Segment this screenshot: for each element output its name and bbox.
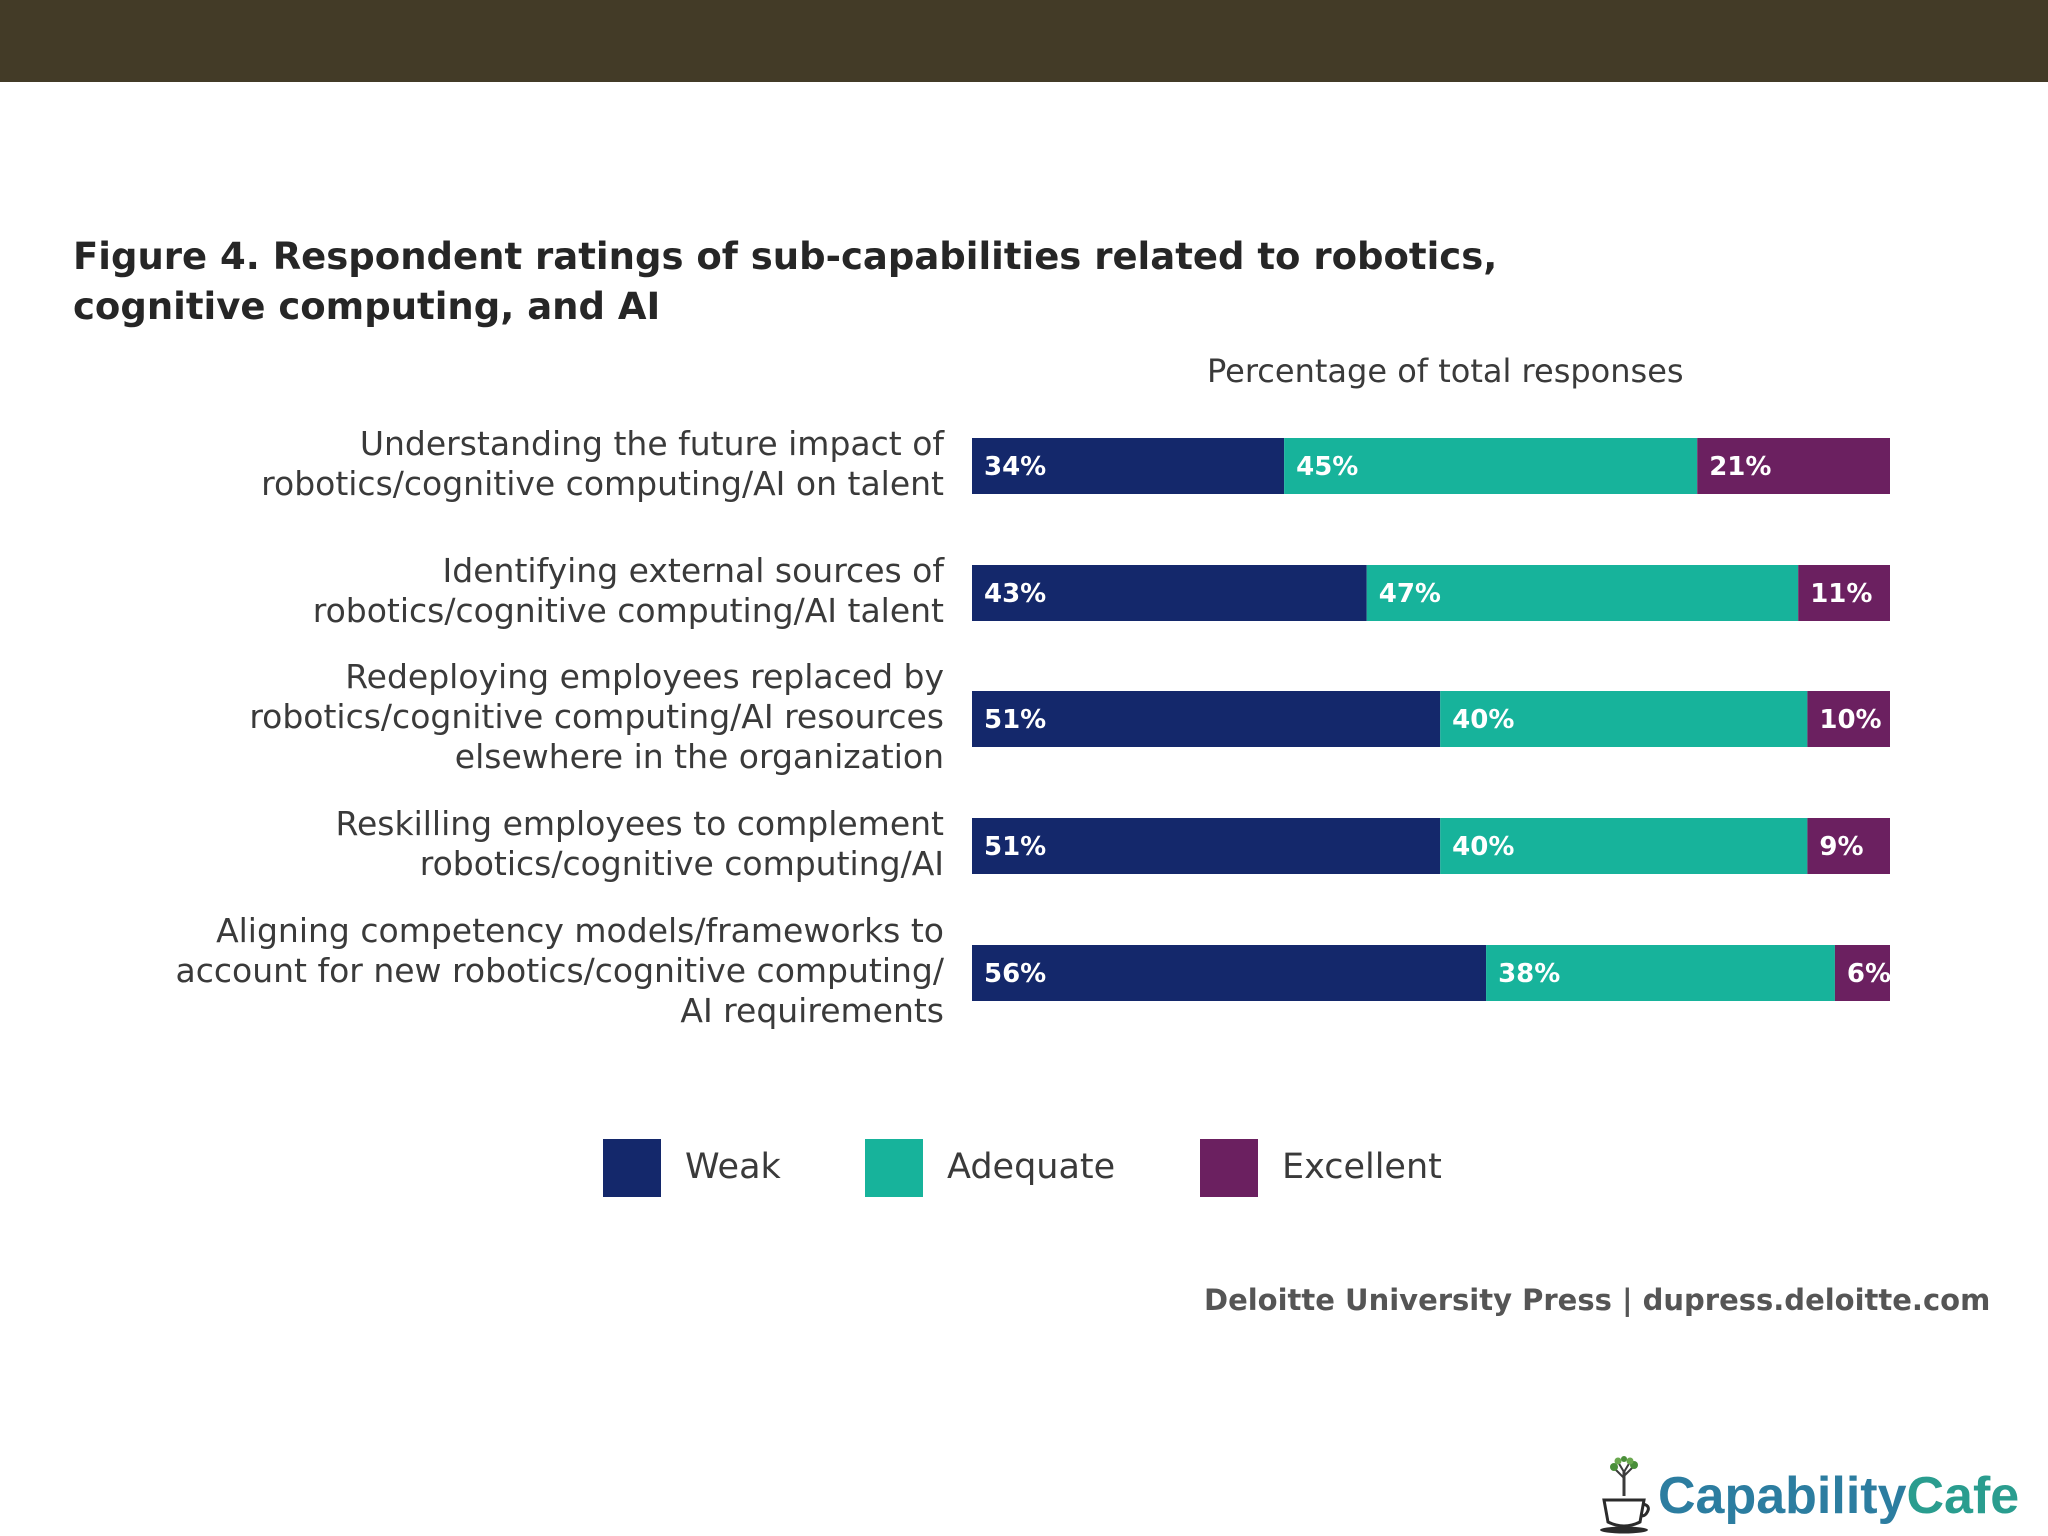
category-label: Identifying external sources of robotics/… xyxy=(64,551,944,631)
bar-segment-weak xyxy=(972,945,1487,1001)
stacked-bar-chart: 34% 45% 21% 43% 47% 11% 51% 40% 10% 51% 40% 9% 56% 38… xyxy=(972,438,1891,1001)
category-label: Redeploying employees replaced by robotic… xyxy=(64,657,944,777)
data-label-adequate: 38% xyxy=(1498,959,1560,989)
header-band xyxy=(0,0,2048,82)
data-label-weak: 56% xyxy=(984,959,1046,989)
category-label: Reskilling employees to complement roboti… xyxy=(64,804,944,884)
category-label-line: robotics/cognitive computing/AI on talen… xyxy=(261,464,944,503)
legend-label-adequate: Adequate xyxy=(947,1147,1116,1187)
data-label-adequate: 40% xyxy=(1452,832,1514,862)
legend: Weak Adequate Excellent xyxy=(0,1139,2048,1199)
data-label-excellent: 6% xyxy=(1847,959,1891,989)
coffee-cup-tree-icon xyxy=(1600,1456,1650,1534)
bar-segment-excellent xyxy=(1834,945,1890,1001)
bar-segment-weak xyxy=(972,565,1367,621)
data-label-excellent: 21% xyxy=(1709,452,1771,482)
category-label-line: robotics/cognitive computing/AI talent xyxy=(312,591,944,630)
data-label-excellent: 10% xyxy=(1819,705,1881,735)
bar-segment-excellent xyxy=(1798,565,1890,621)
bar-segment-excellent xyxy=(1807,691,1890,747)
data-label-adequate: 40% xyxy=(1452,705,1514,735)
category-label-line: Understanding the future impact of xyxy=(359,424,944,463)
category-label-line: Reskilling employees to complement xyxy=(335,804,944,843)
category-label-line: Redeploying employees replaced by xyxy=(345,657,944,696)
data-label-excellent: 9% xyxy=(1819,832,1863,862)
legend-swatch-excellent xyxy=(1200,1139,1258,1197)
data-label-weak: 43% xyxy=(984,579,1046,609)
data-label-weak: 51% xyxy=(984,705,1046,735)
bar-segment-excellent xyxy=(1697,438,1890,494)
data-label-adequate: 47% xyxy=(1379,579,1441,609)
axis-title: Percentage of total responses xyxy=(1207,352,1684,390)
bar-segment-weak xyxy=(972,691,1441,747)
data-label-weak: 51% xyxy=(984,832,1046,862)
category-label-line: Identifying external sources of xyxy=(442,551,944,590)
logo-text-cafe: Cafe xyxy=(1906,1467,2020,1525)
category-label-line: robotics/cognitive computing/AI xyxy=(419,844,944,883)
logo-text-capability: Capability xyxy=(1658,1467,1907,1525)
category-label-line: account for new robotics/cognitive compu… xyxy=(175,951,944,990)
legend-swatch-weak xyxy=(603,1139,661,1197)
category-label-line: robotics/cognitive computing/AI resource… xyxy=(249,697,944,736)
legend-label-weak: Weak xyxy=(685,1147,781,1187)
category-label: Understanding the future impact of roboti… xyxy=(64,424,944,504)
legend-swatch-adequate xyxy=(865,1139,923,1197)
bar-segment-adequate xyxy=(1440,818,1808,874)
bar-segment-weak xyxy=(972,818,1441,874)
bar-segment-adequate xyxy=(1486,945,1835,1001)
category-label-line: AI requirements xyxy=(680,991,944,1030)
data-label-adequate: 45% xyxy=(1296,452,1358,482)
bar-segment-excellent xyxy=(1807,818,1890,874)
capabilitycafe-logo: CapabilityCafe xyxy=(1596,1456,2046,1536)
bar-segment-adequate xyxy=(1440,691,1808,747)
data-label-excellent: 11% xyxy=(1810,579,1872,609)
legend-label-excellent: Excellent xyxy=(1282,1147,1442,1187)
category-label: Aligning competency models/frameworks to… xyxy=(64,911,944,1031)
bar-segment-weak xyxy=(972,438,1285,494)
source-credit: Deloitte University Press | dupress.delo… xyxy=(1204,1283,1991,1317)
data-label-weak: 34% xyxy=(984,452,1046,482)
bar-segment-adequate xyxy=(1284,438,1698,494)
category-label-line: elsewhere in the organization xyxy=(454,737,944,776)
figure-title: Figure 4. Respondent ratings of sub-capa… xyxy=(73,235,1498,328)
bar-segment-adequate xyxy=(1366,565,1799,621)
category-label-line: Aligning competency models/frameworks to xyxy=(216,911,944,950)
logo-text: CapabilityCafe xyxy=(1658,1466,2019,1526)
